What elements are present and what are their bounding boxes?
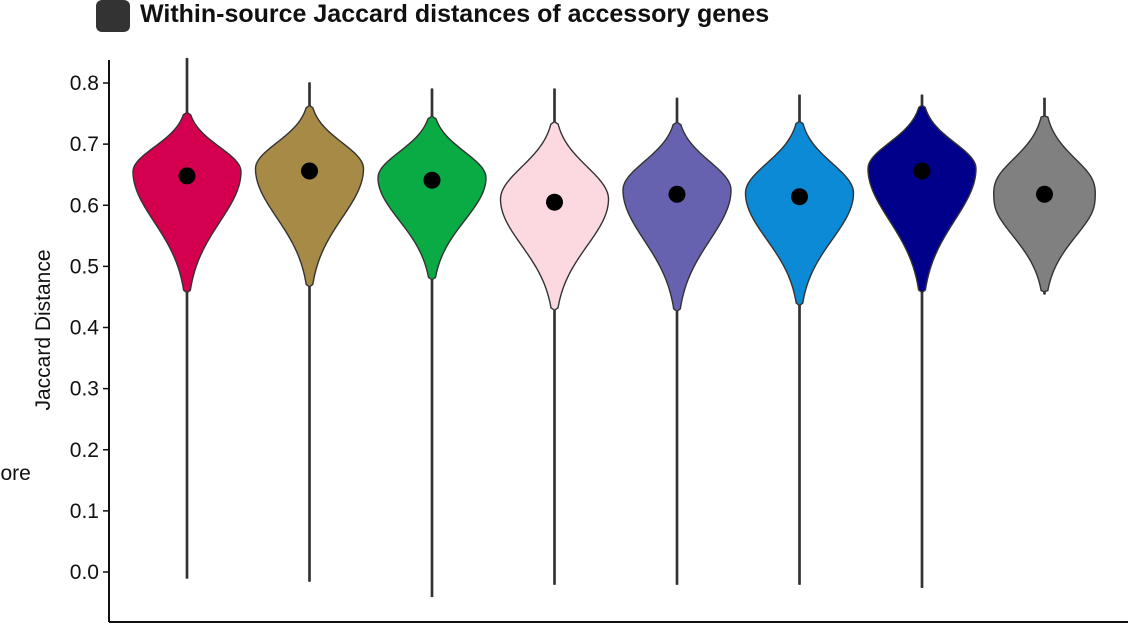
median-point-5 xyxy=(668,185,686,203)
median-point-3 xyxy=(423,171,441,189)
y-tick-label: 0.7 xyxy=(70,133,99,156)
median-point-1 xyxy=(178,167,196,185)
y-tick-label: 0.4 xyxy=(70,317,100,340)
y-tick-label: 0.3 xyxy=(70,378,99,401)
median-point-8 xyxy=(1036,185,1053,203)
violin-3 xyxy=(377,88,487,598)
chart-title: Within-source Jaccard distances of acces… xyxy=(140,0,769,28)
violin-2 xyxy=(254,82,365,582)
violin-1 xyxy=(132,57,242,579)
violin-5 xyxy=(622,97,732,585)
panel-badge xyxy=(96,0,130,32)
violin-7 xyxy=(867,94,977,588)
y-tick-label: 0.2 xyxy=(70,439,99,462)
y-tick-label: 0.5 xyxy=(70,255,99,278)
median-point-7 xyxy=(913,162,931,180)
median-point-4 xyxy=(546,193,563,211)
median-point-2 xyxy=(301,162,318,180)
y-tick-label: 0.8 xyxy=(70,72,99,95)
violin-6 xyxy=(744,94,855,585)
y-tick-label: 0.6 xyxy=(70,194,99,217)
cut-off-label: core xyxy=(0,462,31,485)
y-tick-label: 0.1 xyxy=(70,500,99,523)
median-point-6 xyxy=(791,188,808,206)
y-axis-label: Jaccard Distance xyxy=(32,249,55,410)
violin-4 xyxy=(499,88,610,585)
y-tick-label: 0.0 xyxy=(70,561,99,584)
